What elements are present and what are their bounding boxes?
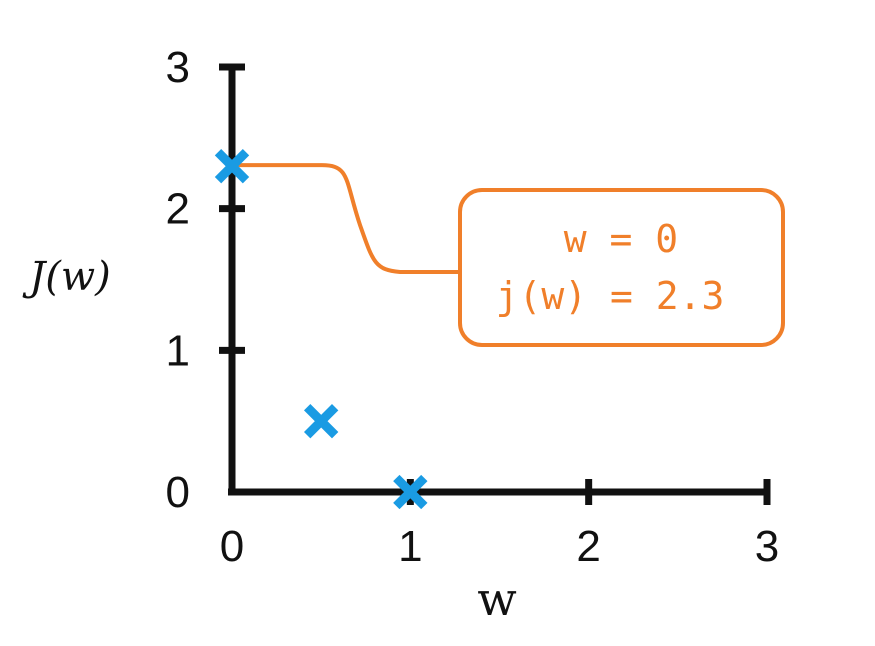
data-point: [393, 474, 428, 510]
x-marker-stroke: [214, 148, 250, 184]
y-tick-label-2: 2: [166, 185, 190, 234]
x-tick-label-0: 0: [220, 522, 244, 571]
x-tick-label-2: 2: [576, 522, 600, 571]
annotation-line-2: j(w) = 2.3: [496, 274, 725, 318]
x-tick-label-3: 3: [755, 522, 779, 571]
y-axis-label: J(w): [22, 254, 110, 300]
x-marker-stroke: [393, 474, 428, 510]
data-point: [214, 148, 250, 184]
data-markers: [214, 148, 428, 510]
x-axis-label: w: [477, 572, 516, 626]
annotation-line-1: w = 0: [564, 217, 678, 261]
x-tick-label-1: 1: [398, 522, 422, 571]
tick-labels: 0 1 2 3 0 1 2 3: [166, 43, 780, 571]
y-tick-label-1: 1: [166, 326, 190, 375]
data-point: [303, 403, 339, 439]
x-marker-stroke: [303, 403, 339, 439]
axes: [228, 65, 770, 496]
annotation-leader-line: [232, 163, 462, 274]
annotation-box: [458, 188, 785, 347]
annotation-callout: w = 0 j(w) = 2.3: [232, 163, 785, 347]
y-tick-label-0: 0: [166, 468, 190, 517]
y-tick-label-3: 3: [166, 43, 190, 92]
